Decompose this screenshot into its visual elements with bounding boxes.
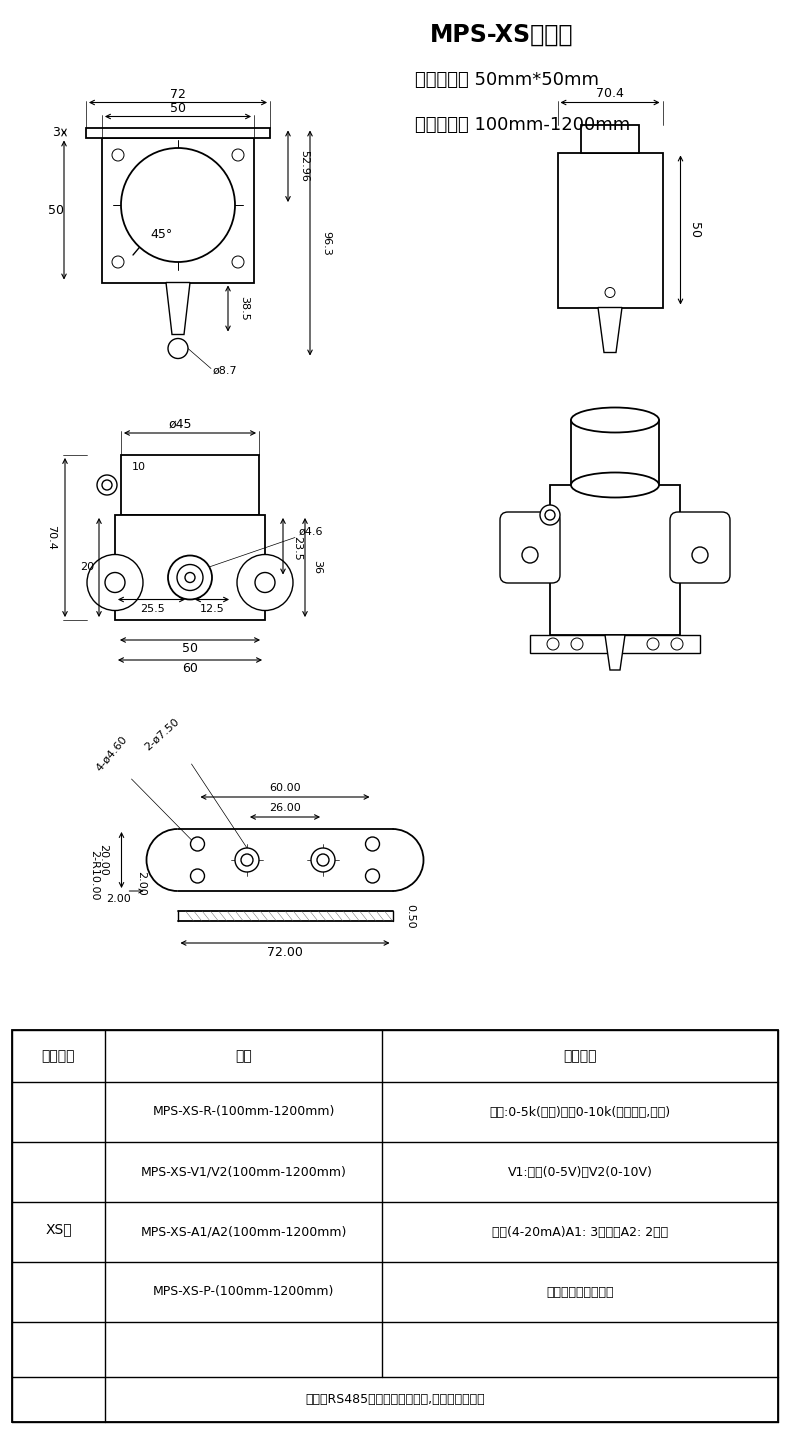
Text: 20.00: 20.00 xyxy=(99,844,108,876)
Ellipse shape xyxy=(571,473,659,498)
Bar xyxy=(102,138,254,282)
Circle shape xyxy=(571,638,583,650)
Text: 2.00: 2.00 xyxy=(137,870,146,896)
Circle shape xyxy=(190,869,205,883)
Text: 电流(4-20mA)A1: 3线制或A2: 2线制: 电流(4-20mA)A1: 3线制或A2: 2线制 xyxy=(492,1225,668,1238)
Text: 型号: 型号 xyxy=(235,1048,252,1063)
Circle shape xyxy=(605,288,615,298)
Circle shape xyxy=(311,848,335,871)
Circle shape xyxy=(647,638,659,650)
Text: 60.00: 60.00 xyxy=(269,784,301,792)
Circle shape xyxy=(671,638,683,650)
Circle shape xyxy=(102,480,112,490)
Text: 50: 50 xyxy=(182,643,198,656)
FancyBboxPatch shape xyxy=(670,512,730,582)
Text: 0.50: 0.50 xyxy=(405,903,416,929)
Text: 50: 50 xyxy=(48,204,64,217)
Text: MPS-XS-R-(100mm-1200mm): MPS-XS-R-(100mm-1200mm) xyxy=(152,1106,335,1119)
Text: 3: 3 xyxy=(52,127,60,139)
Text: 20: 20 xyxy=(80,562,94,572)
Circle shape xyxy=(317,854,329,866)
Text: MPS-XS-A1/A2(100mm-1200mm): MPS-XS-A1/A2(100mm-1200mm) xyxy=(141,1225,347,1238)
Text: 如需要RS485数字信号输出方式,可以另加变送器: 如需要RS485数字信号输出方式,可以另加变送器 xyxy=(305,1393,485,1406)
Circle shape xyxy=(105,572,125,592)
Bar xyxy=(550,485,680,636)
Text: 常规编码器脉冲输出: 常规编码器脉冲输出 xyxy=(546,1286,614,1299)
Text: 52.96: 52.96 xyxy=(299,151,309,183)
Circle shape xyxy=(121,148,235,262)
Text: 45°: 45° xyxy=(150,229,172,242)
Bar xyxy=(86,128,270,138)
Text: 38.5: 38.5 xyxy=(239,296,249,321)
Circle shape xyxy=(190,837,205,851)
Text: 60: 60 xyxy=(182,663,198,676)
Circle shape xyxy=(366,837,379,851)
Circle shape xyxy=(168,555,212,600)
Text: ø45: ø45 xyxy=(168,417,192,430)
Circle shape xyxy=(241,854,253,866)
Text: 26.00: 26.00 xyxy=(269,802,301,812)
Ellipse shape xyxy=(571,407,659,433)
Text: 96.3: 96.3 xyxy=(321,230,331,256)
Text: ø4.6: ø4.6 xyxy=(299,526,323,536)
Circle shape xyxy=(87,555,143,611)
Text: 70.4: 70.4 xyxy=(46,525,56,549)
Circle shape xyxy=(177,565,203,591)
Circle shape xyxy=(232,150,244,161)
Text: 产品系列: 产品系列 xyxy=(42,1048,75,1063)
Text: 电阻:0-5k(默认)或者0-10k(精度高些,选配): 电阻:0-5k(默认)或者0-10k(精度高些,选配) xyxy=(490,1106,671,1119)
Text: 50: 50 xyxy=(688,221,701,239)
Bar xyxy=(12,1030,778,1422)
Text: 36: 36 xyxy=(312,561,322,575)
Circle shape xyxy=(235,848,259,871)
Text: 2-R10.00: 2-R10.00 xyxy=(89,850,100,900)
Text: 70.4: 70.4 xyxy=(596,88,624,101)
Text: 10: 10 xyxy=(132,462,146,472)
Text: 12.5: 12.5 xyxy=(200,604,224,614)
Text: ø8.7: ø8.7 xyxy=(213,365,238,375)
Text: 主体尺寸： 50mm*50mm: 主体尺寸： 50mm*50mm xyxy=(415,70,599,89)
Text: 2-ø7.50: 2-ø7.50 xyxy=(142,716,181,752)
Text: XS型: XS型 xyxy=(45,1222,72,1237)
Circle shape xyxy=(545,510,555,521)
Bar xyxy=(558,152,663,308)
Circle shape xyxy=(255,572,275,592)
Bar xyxy=(115,515,265,620)
Text: 量程范围： 100mm-1200mm: 量程范围： 100mm-1200mm xyxy=(415,116,630,134)
Circle shape xyxy=(168,338,188,358)
Text: 输出方式: 输出方式 xyxy=(563,1048,596,1063)
Polygon shape xyxy=(598,308,622,352)
Text: 2.00: 2.00 xyxy=(106,894,131,905)
Circle shape xyxy=(692,546,708,564)
Text: 23.5: 23.5 xyxy=(292,536,302,561)
Text: MPS-XS拉绳尺: MPS-XS拉绳尺 xyxy=(430,23,574,47)
Circle shape xyxy=(112,256,124,267)
Text: 72: 72 xyxy=(170,88,186,101)
Text: V1:电压(0-5V)或V2(0-10V): V1:电压(0-5V)或V2(0-10V) xyxy=(507,1166,653,1179)
Text: 4-ø4.60: 4-ø4.60 xyxy=(94,735,129,774)
Bar xyxy=(581,125,639,152)
Bar xyxy=(530,636,700,653)
Circle shape xyxy=(547,638,559,650)
Circle shape xyxy=(540,505,560,525)
Text: MPS-XS-P-(100mm-1200mm): MPS-XS-P-(100mm-1200mm) xyxy=(152,1286,334,1299)
Text: 50: 50 xyxy=(170,102,186,115)
Polygon shape xyxy=(605,636,625,670)
FancyBboxPatch shape xyxy=(500,512,560,582)
Circle shape xyxy=(366,869,379,883)
Circle shape xyxy=(112,150,124,161)
Circle shape xyxy=(232,256,244,267)
Circle shape xyxy=(185,572,195,582)
Polygon shape xyxy=(166,282,190,335)
Circle shape xyxy=(522,546,538,564)
Circle shape xyxy=(97,475,117,495)
Text: 25.5: 25.5 xyxy=(140,604,165,614)
Bar xyxy=(121,454,259,515)
Text: MPS-XS-V1/V2(100mm-1200mm): MPS-XS-V1/V2(100mm-1200mm) xyxy=(141,1166,347,1179)
Circle shape xyxy=(237,555,293,611)
Text: 72.00: 72.00 xyxy=(267,946,303,959)
